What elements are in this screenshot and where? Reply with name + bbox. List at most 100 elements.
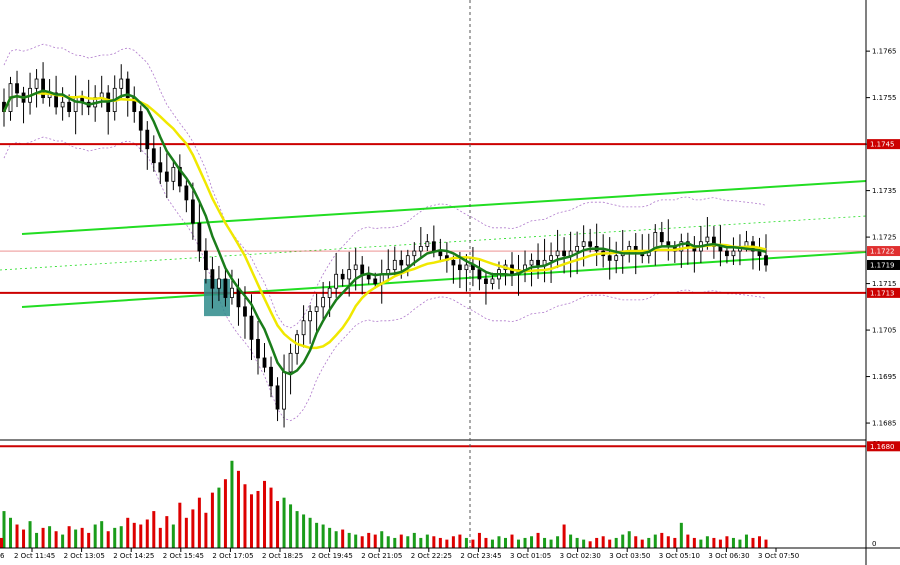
candle-body — [67, 101, 72, 112]
volume-bar — [184, 517, 188, 548]
volume-bar — [22, 529, 26, 548]
volume-bar — [347, 532, 351, 548]
x-tick-label: 6 — [0, 552, 5, 560]
moving-averages — [2, 89, 767, 376]
volume-bar — [80, 527, 84, 548]
candle-body — [210, 269, 215, 289]
volume-bar — [640, 539, 644, 548]
x-tick-label: 2 Oct 22:25 — [411, 552, 452, 560]
candle-body — [171, 166, 176, 182]
volume-bar — [100, 521, 104, 548]
level-price-tag — [867, 139, 900, 150]
candle-body — [484, 278, 488, 284]
candle-body — [262, 357, 267, 368]
volume-bar — [341, 529, 345, 548]
candle-body — [203, 250, 208, 271]
candle-body — [54, 92, 59, 108]
candle-body — [334, 273, 339, 289]
candle-body — [190, 199, 195, 224]
volume-bar — [295, 511, 299, 548]
volume-bars — [0, 460, 768, 548]
volume-bar — [464, 537, 468, 548]
channel-upper-line — [21, 180, 867, 235]
volume-bar — [302, 514, 306, 548]
volume-bar — [106, 531, 110, 548]
x-tick-label: 3 Oct 06:30 — [708, 552, 749, 560]
volume-bar — [718, 539, 722, 548]
candle-body — [327, 287, 332, 298]
volume-bar — [28, 521, 32, 548]
x-tick-label: 2 Oct 15:45 — [163, 552, 204, 560]
volume-bar — [113, 527, 117, 548]
volume-bar — [666, 536, 670, 548]
volume-bar — [510, 534, 514, 548]
candle-body — [549, 255, 553, 261]
volume-bar — [308, 517, 312, 548]
volume-bar — [243, 484, 247, 548]
candle-body — [145, 129, 150, 150]
bid-price-tag — [867, 259, 900, 270]
channel-lower-line — [21, 251, 867, 308]
volume-bar — [451, 536, 455, 548]
candle-body — [223, 278, 228, 298]
volume-bar — [354, 534, 358, 548]
volume-bar — [412, 532, 416, 548]
volume-bar — [673, 537, 677, 548]
candle-body — [490, 278, 495, 284]
volume-bar — [705, 536, 709, 548]
candle-body — [60, 101, 65, 108]
candle-body — [607, 255, 612, 261]
candle-body — [477, 269, 482, 280]
candle-body — [353, 264, 358, 271]
volume-bar — [145, 519, 149, 548]
volume-bar — [74, 529, 78, 548]
volume-bar — [373, 534, 377, 548]
price-levels — [0, 143, 866, 448]
x-tick-label: 3 Oct 01:05 — [510, 552, 551, 560]
volume-bar — [660, 532, 664, 548]
x-tick-label: 2 Oct 18:25 — [262, 552, 303, 560]
volume-bar — [152, 511, 156, 548]
y-tick-label: 1.1755 — [872, 94, 897, 102]
volume-bar — [321, 524, 325, 548]
volume-bar — [757, 536, 761, 548]
volume-bar — [236, 470, 240, 548]
volume-bar — [725, 536, 729, 548]
volume-bar — [263, 480, 267, 548]
volume-bar — [276, 501, 280, 548]
volume-bar — [582, 539, 586, 548]
volume-bar — [217, 487, 221, 548]
volume-bar — [269, 487, 273, 548]
x-tick-label: 3 Oct 07:50 — [758, 552, 799, 560]
volume-bar — [334, 531, 338, 548]
volume-bar — [477, 532, 481, 548]
candle-body — [575, 245, 580, 252]
volume-bar — [445, 539, 449, 548]
volume-bar — [490, 539, 494, 548]
volume-bar — [575, 537, 579, 548]
volume-bar — [627, 531, 631, 548]
candle-body — [243, 306, 247, 317]
volume-bar — [132, 522, 136, 548]
volume-bar — [282, 497, 286, 548]
y-tick-label: 1.1685 — [872, 420, 897, 428]
candle-body — [425, 241, 430, 247]
x-tick-label: 2 Oct 14:25 — [113, 552, 154, 560]
volume-bar — [562, 524, 566, 548]
volume-bar — [699, 539, 703, 548]
candle-body — [119, 78, 124, 89]
candle-body — [249, 315, 254, 340]
volume-bar — [621, 534, 625, 548]
volume-bar — [210, 492, 214, 548]
volume-bar — [204, 512, 208, 548]
volume-bar — [601, 536, 605, 548]
candle-body — [230, 287, 234, 298]
candle-body — [275, 385, 280, 410]
volume-bar — [543, 537, 547, 548]
candle-body — [431, 241, 436, 252]
candle-body — [34, 78, 39, 89]
candle-body — [256, 338, 260, 359]
candle-body — [399, 259, 404, 266]
candle-body — [340, 273, 345, 280]
